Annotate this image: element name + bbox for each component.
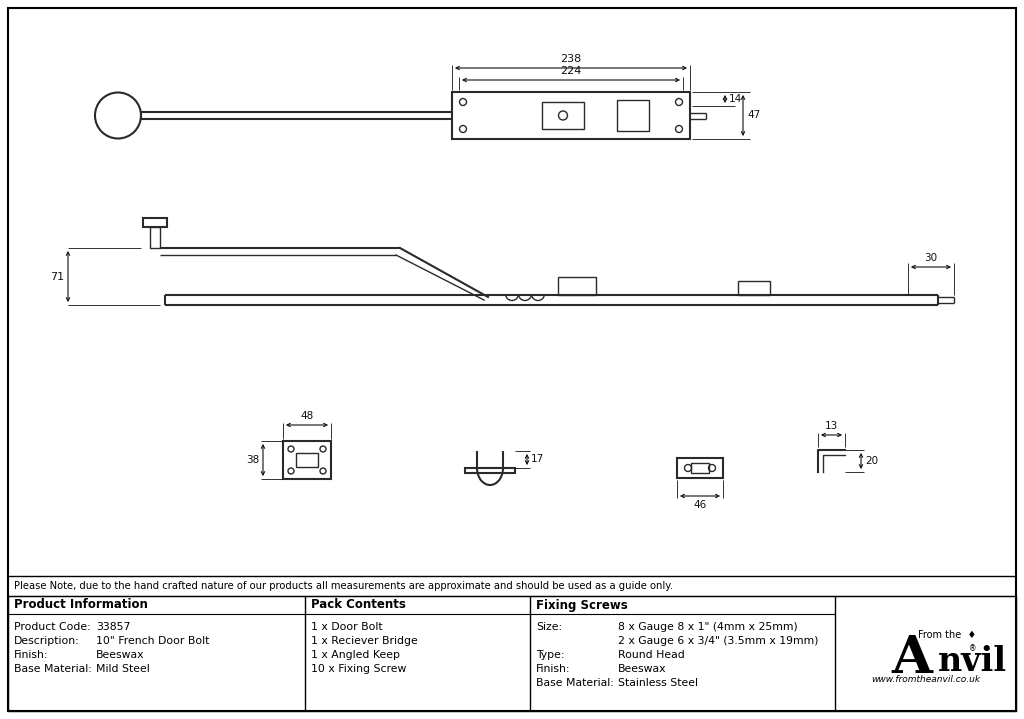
Bar <box>465 468 515 473</box>
Text: Beeswax: Beeswax <box>96 650 144 660</box>
Text: ®: ® <box>969 644 976 653</box>
Bar <box>283 441 331 479</box>
Text: 8 x Gauge 8 x 1" (4mm x 25mm): 8 x Gauge 8 x 1" (4mm x 25mm) <box>618 622 798 632</box>
Bar <box>677 458 723 478</box>
Bar <box>150 227 160 248</box>
Text: 1 x Angled Keep: 1 x Angled Keep <box>311 650 400 660</box>
Text: 71: 71 <box>50 272 63 282</box>
Bar <box>738 281 770 295</box>
Text: Pack Contents: Pack Contents <box>311 598 406 611</box>
Text: 47: 47 <box>746 111 760 121</box>
Text: 17: 17 <box>531 454 544 464</box>
Text: Finish:: Finish: <box>536 664 570 674</box>
Text: 1 x Reciever Bridge: 1 x Reciever Bridge <box>311 636 418 646</box>
Text: 224: 224 <box>560 66 582 76</box>
Text: From the  ♦: From the ♦ <box>919 631 977 641</box>
Text: Product Code:: Product Code: <box>14 622 91 632</box>
Text: Beeswax: Beeswax <box>618 664 667 674</box>
Text: Finish:: Finish: <box>14 650 48 660</box>
Text: Stainless Steel: Stainless Steel <box>618 678 698 688</box>
Text: 13: 13 <box>825 421 838 431</box>
Text: 20: 20 <box>865 456 879 466</box>
Text: 46: 46 <box>693 500 707 510</box>
Bar <box>617 100 649 131</box>
Text: 14: 14 <box>729 94 742 104</box>
Text: 2 x Gauge 6 x 3/4" (3.5mm x 19mm): 2 x Gauge 6 x 3/4" (3.5mm x 19mm) <box>618 636 818 646</box>
Text: Base Material:: Base Material: <box>14 664 92 674</box>
Text: 48: 48 <box>300 411 313 421</box>
Text: Round Head: Round Head <box>618 650 685 660</box>
Text: Please Note, due to the hand crafted nature of our products all measurements are: Please Note, due to the hand crafted nat… <box>14 581 673 591</box>
Bar <box>452 92 690 139</box>
Text: Product Information: Product Information <box>14 598 147 611</box>
Bar <box>542 102 584 129</box>
Text: A: A <box>891 633 932 684</box>
Text: Mild Steel: Mild Steel <box>96 664 150 674</box>
Bar <box>296 453 318 467</box>
Text: 1 x Door Bolt: 1 x Door Bolt <box>311 622 383 632</box>
Text: Type:: Type: <box>536 650 564 660</box>
Text: Size:: Size: <box>536 622 562 632</box>
Text: 33857: 33857 <box>96 622 130 632</box>
Text: 10 x Fixing Screw: 10 x Fixing Screw <box>311 664 407 674</box>
Text: nvil: nvil <box>938 645 1007 678</box>
Bar <box>143 218 167 227</box>
Text: Fixing Screws: Fixing Screws <box>536 598 628 611</box>
Text: 30: 30 <box>925 253 938 263</box>
Bar <box>691 463 709 473</box>
Text: www.fromtheanvil.co.uk: www.fromtheanvil.co.uk <box>871 675 980 684</box>
Text: Description:: Description: <box>14 636 80 646</box>
Text: Base Material:: Base Material: <box>536 678 613 688</box>
Bar <box>558 277 596 295</box>
Text: 10" French Door Bolt: 10" French Door Bolt <box>96 636 209 646</box>
Text: 238: 238 <box>560 54 582 64</box>
Text: 38: 38 <box>246 455 259 465</box>
